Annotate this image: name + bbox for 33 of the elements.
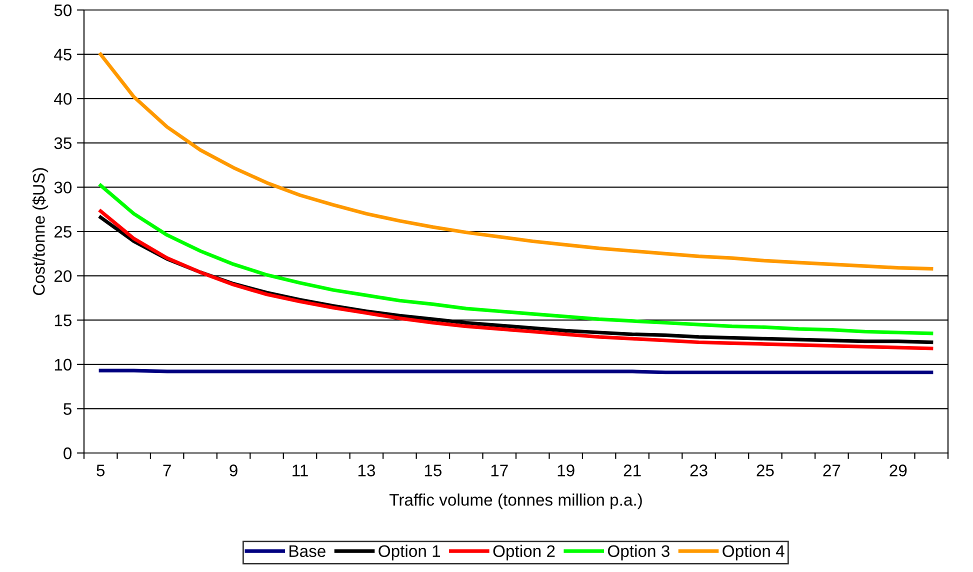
y-tick-label: 15 bbox=[54, 314, 72, 326]
x-tick-label: 9 bbox=[230, 464, 238, 476]
y-tick-label: 20 bbox=[54, 270, 72, 282]
y-tick-label: 35 bbox=[54, 137, 72, 150]
x-tick-label: 29 bbox=[890, 464, 907, 476]
x-tick-label: 19 bbox=[558, 464, 574, 476]
x-tick-label: 5 bbox=[96, 464, 105, 476]
y-tick-label: 40 bbox=[54, 93, 72, 105]
x-tick-label: 13 bbox=[358, 464, 375, 476]
x-tick-label: 23 bbox=[690, 464, 708, 476]
line-series bbox=[98, 52, 934, 271]
x-tick-label: 11 bbox=[292, 464, 308, 476]
y-tick-label: 5 bbox=[64, 403, 72, 415]
y-tick-label: 25 bbox=[54, 226, 72, 238]
legend-label: Option 4 bbox=[722, 544, 784, 560]
x-tick-label: 25 bbox=[756, 464, 774, 476]
legend-label: Base bbox=[290, 545, 326, 558]
y-tick-label: 30 bbox=[54, 182, 72, 194]
y-tick-label: 10 bbox=[54, 358, 72, 371]
y-tick-label: 45 bbox=[54, 48, 72, 61]
x-tick-label: 7 bbox=[163, 464, 171, 476]
x-tick-label: 17 bbox=[491, 464, 508, 476]
y-tick-label: 50 bbox=[54, 4, 72, 16]
x-tick-label: 27 bbox=[823, 464, 840, 476]
legend-label: Option 2 bbox=[493, 544, 555, 560]
x-tick-label: 21 bbox=[624, 464, 641, 476]
y-axis-title: Cost/tonne ($US) bbox=[32, 168, 48, 296]
y-tick-label: 0 bbox=[64, 447, 72, 460]
x-tick-label: 15 bbox=[424, 464, 442, 476]
legend-label: Option 1 bbox=[378, 544, 440, 560]
legend-label: Option 3 bbox=[608, 544, 670, 560]
x-axis-title: Traffic volume (tonnes million p.a.) bbox=[389, 494, 642, 510]
line-series bbox=[98, 184, 934, 336]
